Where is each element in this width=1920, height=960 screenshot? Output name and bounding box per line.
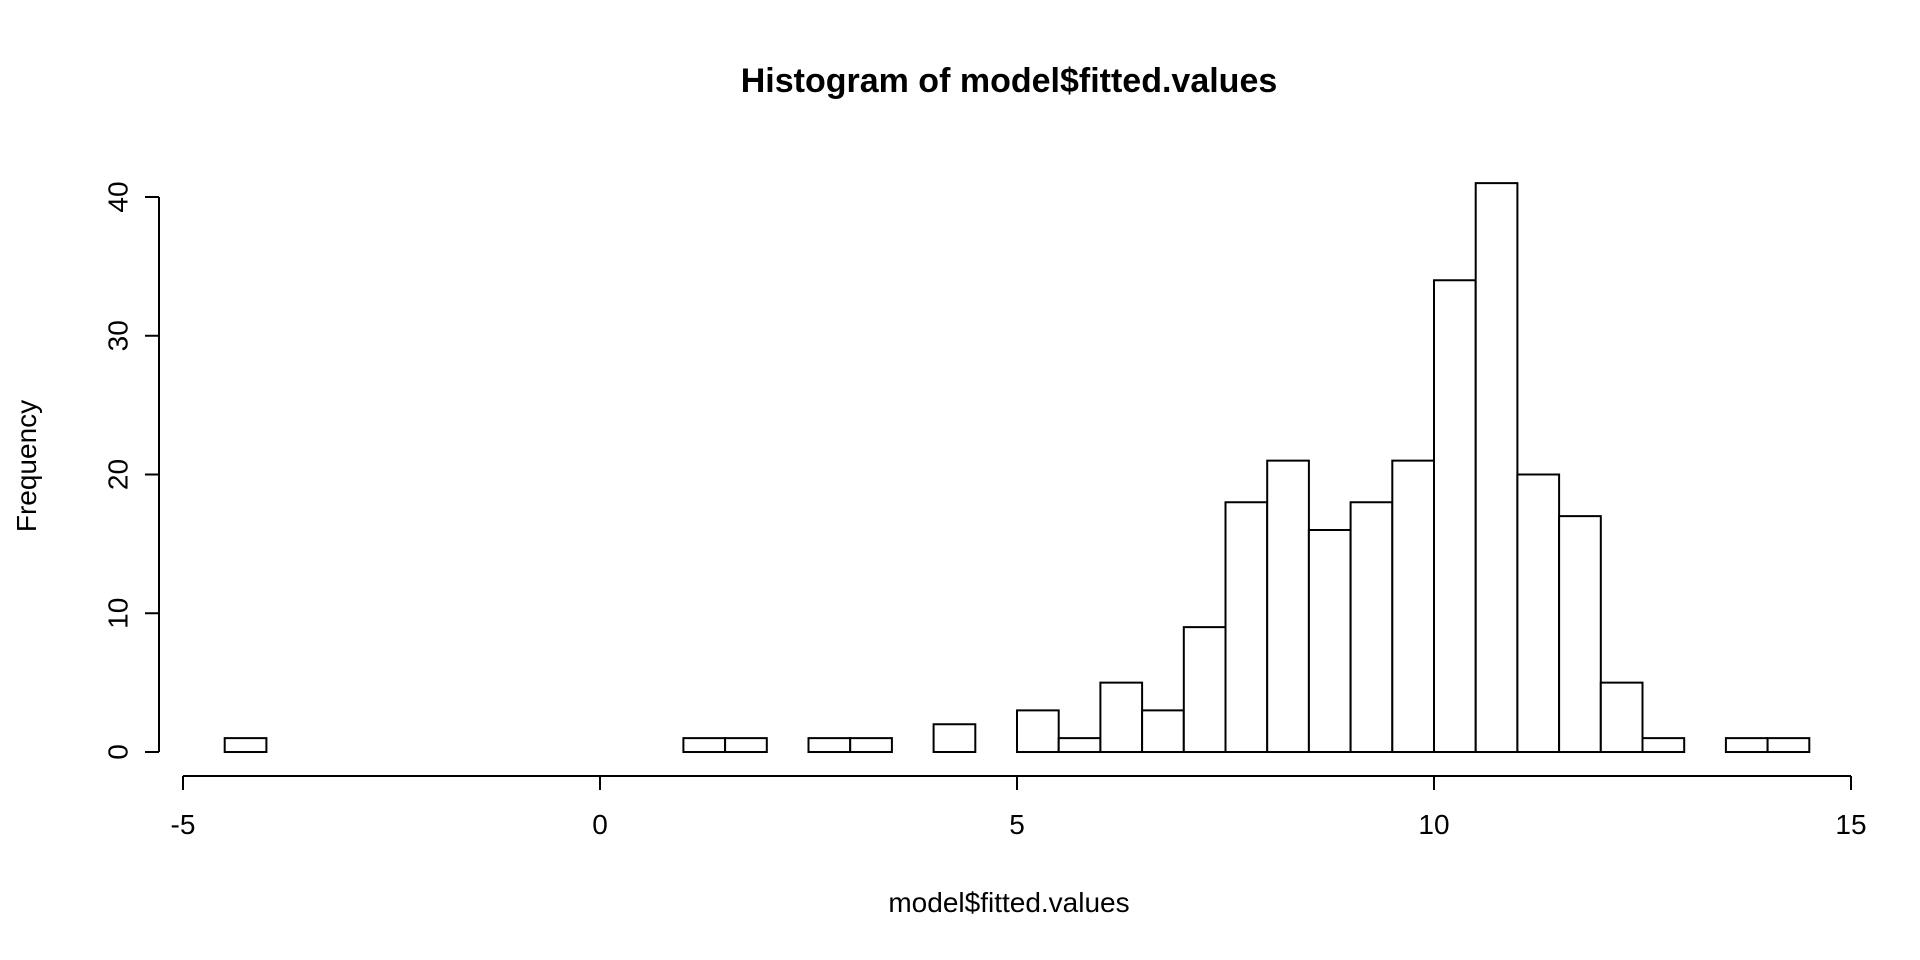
x-axis-label: model$fitted.values — [888, 887, 1129, 918]
histogram-bar — [682, 737, 727, 754]
x-tick-label: 15 — [1835, 809, 1866, 840]
histogram-bar — [223, 737, 268, 754]
histogram-bar — [1016, 709, 1060, 754]
histogram-bar — [724, 737, 768, 754]
histogram-bar — [1349, 501, 1394, 753]
y-axis: 0 10 20 30 40 — [102, 181, 160, 760]
histogram-bar — [1599, 681, 1644, 754]
y-tick-label: 30 — [102, 320, 133, 351]
histogram-bar — [1641, 737, 1686, 754]
histogram-bar — [1558, 515, 1602, 754]
histogram-bars — [223, 182, 1811, 754]
histogram-bar — [1724, 737, 1769, 754]
histogram-bar — [1224, 501, 1269, 753]
x-tick-label: -5 — [171, 809, 196, 840]
histogram-bar — [1433, 279, 1477, 753]
histogram-bar — [1307, 529, 1352, 753]
histogram-bar — [932, 723, 977, 753]
histogram-bar — [1099, 681, 1144, 754]
histogram-bar — [1266, 459, 1310, 754]
x-tick-label: 5 — [1009, 809, 1025, 840]
y-axis-label: Frequency — [11, 400, 42, 532]
histogram-bar — [1141, 709, 1185, 754]
histogram-bar — [1766, 737, 1811, 754]
histogram-bar — [1474, 182, 1519, 754]
x-axis: -5 0 5 10 15 — [171, 775, 1867, 840]
histogram-bar — [1057, 737, 1102, 754]
y-tick-label: 40 — [102, 181, 133, 212]
histogram-bar — [807, 737, 852, 754]
y-tick-label: 0 — [102, 744, 133, 760]
x-tick-label: 10 — [1418, 809, 1449, 840]
x-tick-label: 0 — [592, 809, 608, 840]
histogram-bar — [849, 737, 893, 754]
chart-title: Histogram of model$fitted.values — [741, 62, 1278, 100]
histogram-bar — [1516, 473, 1561, 753]
histogram-bar — [1391, 459, 1436, 754]
y-tick-label: 10 — [102, 598, 133, 629]
y-tick-label: 20 — [102, 459, 133, 490]
histogram-bar — [1182, 626, 1227, 754]
